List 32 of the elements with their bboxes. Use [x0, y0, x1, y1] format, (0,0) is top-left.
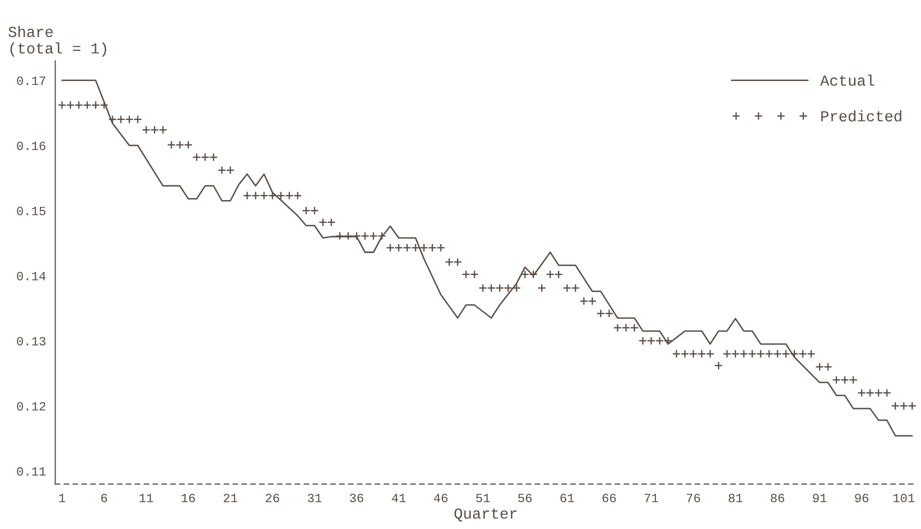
x-tick-label: 46: [434, 494, 448, 502]
x-tick-label: 71: [644, 494, 658, 502]
x-tick-label: 91: [812, 494, 826, 502]
x-tick-label: 81: [728, 494, 742, 502]
x-tick-label: 6: [101, 494, 108, 502]
legend-label: Actual: [820, 74, 874, 86]
y-tick-label: 0.17: [16, 76, 46, 86]
x-tick-label: 66: [602, 494, 616, 502]
x-tick-label: 11: [140, 494, 154, 502]
x-tick-label: 26: [266, 494, 280, 502]
x-tick-label: 1: [59, 494, 66, 502]
y-tick-label: 0.14: [16, 272, 46, 280]
x-tick-label: 21: [224, 494, 238, 502]
x-tick-label: 76: [686, 494, 700, 502]
x-tick-label: 96: [855, 494, 868, 502]
y-tick-label: 0.11: [16, 467, 46, 476]
x-tick-label: 56: [518, 494, 532, 502]
x-tick-label: 61: [560, 494, 574, 502]
y-tick-label: 0.12: [16, 402, 46, 411]
x-tick-label: 101: [893, 494, 914, 502]
legend-label: Predicted: [821, 110, 902, 122]
x-tick-label: 41: [392, 494, 406, 502]
y-axis-title: Share (total = 1): [8, 26, 106, 57]
x-tick-label: 51: [476, 494, 490, 502]
y-tick-label: 0.13: [16, 336, 46, 346]
x-tick-label: 16: [182, 494, 195, 502]
y-tick-label: 0.15: [16, 206, 46, 216]
x-tick-label: 31: [308, 494, 322, 502]
y-tick-label: 0.16: [16, 142, 46, 150]
x-tick-label: 86: [770, 494, 784, 502]
x-axis-title: Quarter: [454, 508, 517, 522]
x-tick-label: 36: [350, 494, 364, 502]
